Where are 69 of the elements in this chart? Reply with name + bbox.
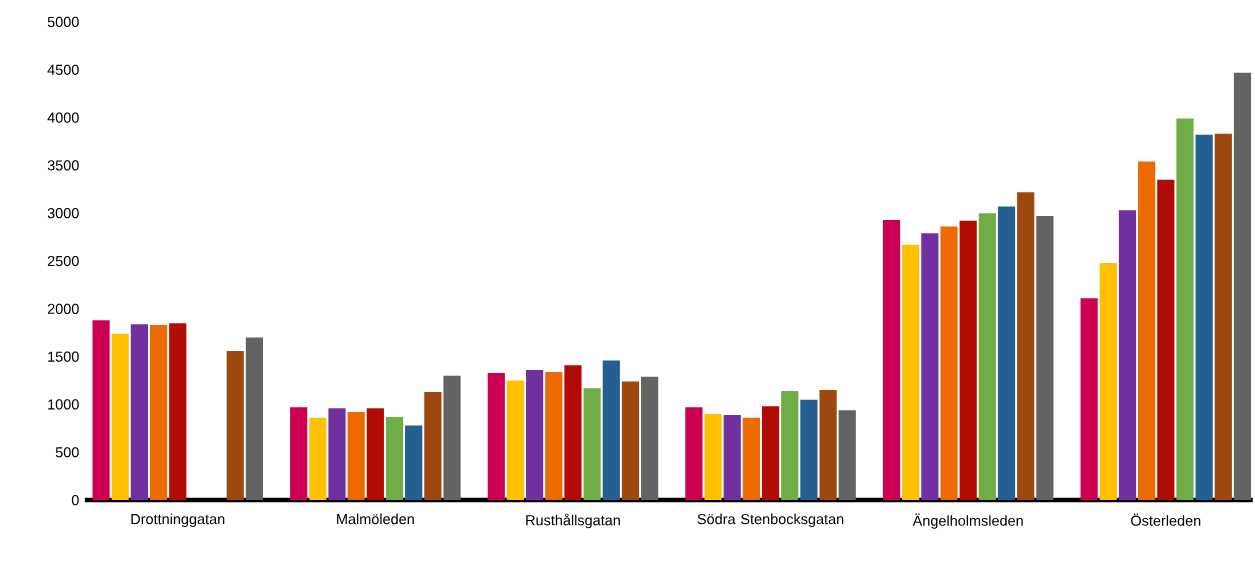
bar [328,408,346,501]
y-tick-label: 1000 [48,399,79,410]
bar [685,407,703,501]
bar [149,325,168,501]
bar [723,414,741,501]
bar [819,390,837,501]
bar [1157,179,1175,501]
bar [882,219,901,501]
bar [111,333,129,501]
bar [978,213,996,501]
bar [1118,210,1137,501]
bar [309,417,327,501]
bar [997,206,1016,501]
bar [800,399,818,501]
bar [1233,72,1252,501]
bar [526,370,544,501]
bar [621,381,640,501]
bar [347,412,365,501]
bar [1017,192,1035,501]
bar [564,365,582,501]
bar [1099,262,1117,501]
y-tick-label: 500 [55,447,79,458]
bar [1195,134,1213,501]
bar [921,233,939,501]
y-tick-label: 2000 [47,303,79,314]
bar [545,371,563,501]
y-tick-label: 5000 [47,16,79,28]
bar [245,337,264,501]
bar [366,408,384,501]
bar [92,320,110,501]
y-tick-label: 4000 [47,112,79,123]
bar [385,416,404,501]
bar [424,392,442,501]
bar [940,226,958,501]
x-tick-label: Malmöleden [337,513,414,525]
bar [130,324,148,501]
bar [1176,118,1194,501]
bar [742,417,761,501]
bar [602,360,620,501]
bar [761,406,780,501]
bar [1138,161,1156,501]
x-tick-label: Södra Stenbocksgatan [697,513,844,528]
bar [290,407,308,501]
bar [169,323,187,501]
bar [1080,298,1098,501]
y-tick-label: 3000 [47,208,79,219]
x-tick-label: Ängelholmsleden [912,513,1023,529]
bar [641,376,659,501]
x-tick-label: Rusthållsgatan [526,513,620,529]
x-tick-label: Drottninggatan [131,513,225,528]
bar [1036,216,1054,501]
bar [487,372,505,501]
bar [902,244,920,501]
y-tick-label: 2500 [47,255,79,267]
bar [583,388,601,501]
bar [226,350,244,501]
bar [959,220,977,501]
bar [781,391,799,501]
x-tick-label: Österleden [1131,513,1201,526]
y-tick-label: 3500 [47,160,79,171]
bar [443,375,461,501]
y-tick-label: 0 [71,494,79,506]
y-tick-label: 4500 [47,64,79,75]
bar [405,425,423,501]
y-tick-label: 1500 [48,351,79,362]
bar [704,414,722,501]
bar [1214,133,1232,501]
bar [838,410,856,501]
bar [506,380,525,501]
